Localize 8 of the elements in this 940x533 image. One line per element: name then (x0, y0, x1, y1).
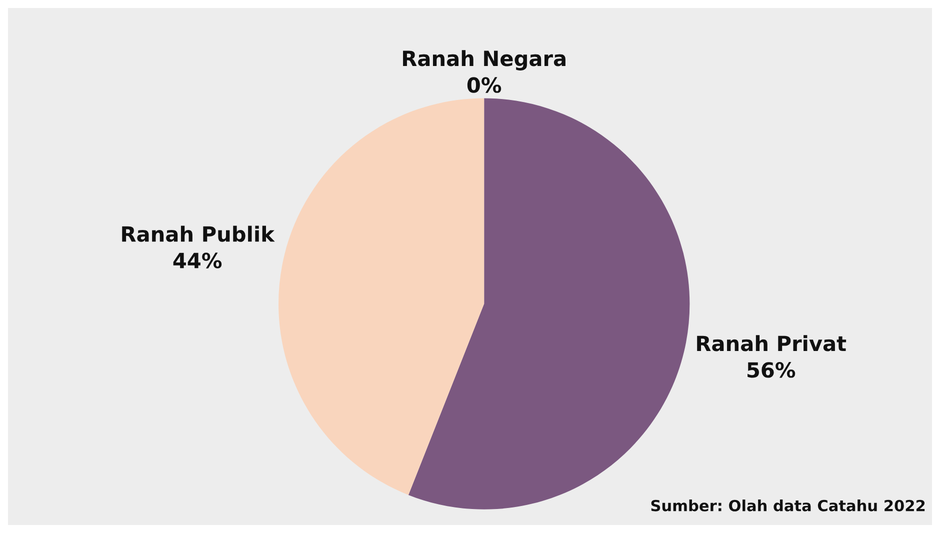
text: Sumber: Olah data Catahu 2022 (651, 500, 925, 512)
text: 0% (467, 77, 502, 93)
category-label: Ranah Negara (403, 50, 566, 70)
data-label: 44% (173, 252, 222, 268)
data-label: 56% (748, 362, 796, 378)
slice-label: Ranah Publik (122, 226, 275, 242)
slice-label: Ranah Privat (697, 335, 846, 352)
pie-slice (278, 98, 484, 495)
